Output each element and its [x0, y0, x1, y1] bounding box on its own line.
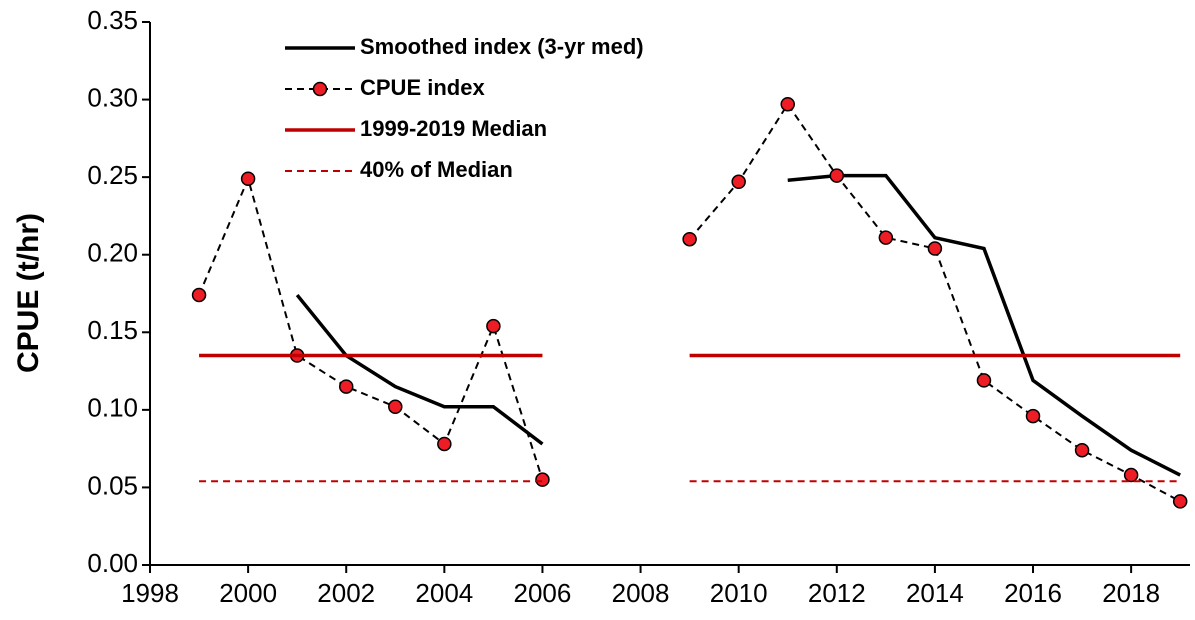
- data-point: [437, 436, 452, 452]
- legend-label: 1999-2019 Median: [360, 116, 547, 141]
- y-tick-label: 0.35: [87, 5, 138, 35]
- data-point: [191, 287, 207, 303]
- x-tick-label: 2000: [219, 578, 277, 608]
- y-tick-label: 0.20: [87, 238, 138, 268]
- y-tick-label: 0.30: [87, 82, 138, 112]
- data-point: [780, 96, 795, 112]
- data-point: [240, 171, 256, 186]
- x-tick-label: 2016: [1004, 578, 1062, 608]
- legend-marker: [312, 81, 328, 97]
- y-tick-label: 0.15: [87, 315, 138, 345]
- data-point: [338, 379, 354, 394]
- legend-label: Smoothed index (3-yr med): [360, 34, 644, 59]
- data-point: [1172, 494, 1188, 509]
- series-line: [295, 173, 1181, 477]
- data-point: [1074, 442, 1090, 458]
- x-tick-label: 2008: [612, 578, 670, 608]
- data-point: [878, 230, 894, 245]
- x-tick-label: 2010: [710, 578, 768, 608]
- y-tick-label: 0.10: [87, 393, 138, 423]
- x-tick-label: 2018: [1102, 578, 1160, 608]
- data-point: [388, 399, 403, 415]
- x-tick-label: 2014: [906, 578, 964, 608]
- y-axis-label: CPUE (t/hr): [12, 213, 45, 373]
- data-point: [535, 472, 550, 487]
- x-tick-label: 2002: [317, 578, 375, 608]
- data-point: [486, 318, 501, 334]
- series-line: [198, 102, 1181, 503]
- y-tick-label: 0.05: [87, 470, 138, 500]
- data-point: [976, 373, 992, 388]
- data-point: [1123, 467, 1139, 483]
- legend-label: 40% of Median: [360, 157, 513, 182]
- legend-label: CPUE index: [360, 75, 485, 100]
- data-point: [829, 168, 845, 183]
- x-tick-label: 1998: [121, 578, 179, 608]
- x-tick-label: 2012: [808, 578, 866, 608]
- y-tick-label: 0.00: [87, 548, 138, 578]
- x-tick-label: 2004: [415, 578, 473, 608]
- data-point: [682, 231, 697, 247]
- y-tick-label: 0.25: [87, 160, 138, 190]
- x-tick-label: 2006: [514, 578, 572, 608]
- data-point: [927, 241, 943, 256]
- data-point: [1025, 408, 1041, 424]
- data-point: [731, 174, 746, 190]
